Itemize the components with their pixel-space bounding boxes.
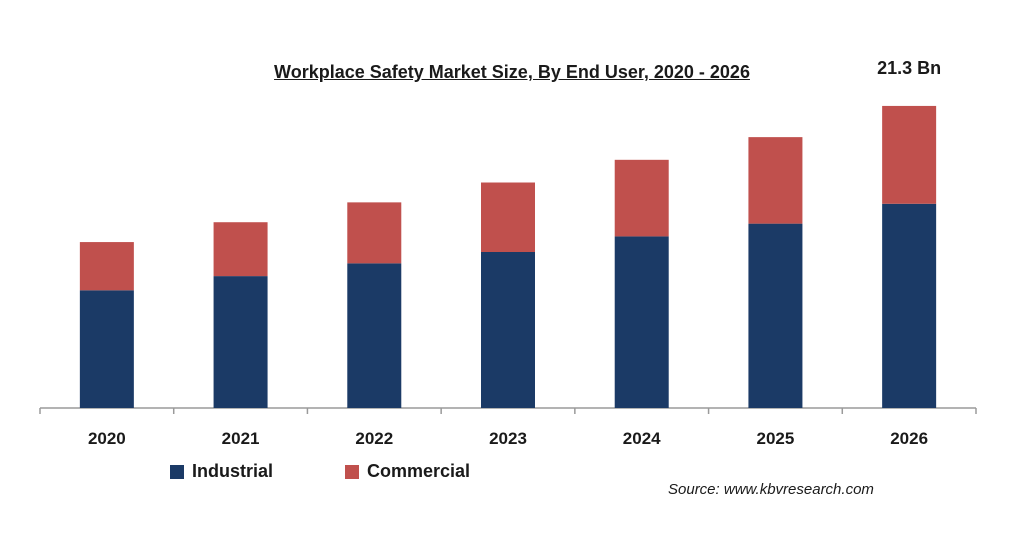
bar-industrial-2026: [882, 203, 937, 408]
chart-title-text: Workplace Safety Market Size, By End Use…: [274, 62, 750, 82]
x-tick-label-2026: 2026: [890, 429, 928, 448]
x-tick-label-2025: 2025: [757, 429, 795, 448]
legend-label-commercial: Commercial: [367, 461, 471, 481]
bar-industrial-2022: [347, 263, 402, 408]
bar-industrial-2021: [213, 276, 268, 408]
x-tick-label-2021: 2021: [222, 429, 260, 448]
bar-commercial-2023: [481, 182, 535, 252]
legend-swatch-industrial: [170, 464, 184, 479]
bar-industrial-2020: [79, 290, 134, 408]
legend-item-industrial: Industrial: [170, 461, 273, 482]
legend-label-industrial: Industrial: [192, 461, 274, 481]
x-tick-label-2023: 2023: [489, 429, 527, 448]
bar-commercial-2022: [347, 202, 402, 264]
source-note: Source: www.kbvresearch.com: [668, 481, 874, 498]
bar-commercial-2020: [79, 242, 134, 291]
bar-commercial-2026: [882, 105, 937, 204]
x-tick-label-2024: 2024: [623, 429, 661, 448]
legend: Industrial Commercial: [170, 461, 470, 482]
chart-title: Workplace Safety Market Size, By End Use…: [0, 62, 1024, 83]
bar-commercial-2024: [614, 159, 669, 237]
bar-industrial-2023: [481, 252, 535, 408]
bar-commercial-2021: [213, 222, 268, 277]
bar-industrial-2024: [614, 236, 669, 408]
x-tick-label-2022: 2022: [355, 429, 393, 448]
bar-commercial-2025: [748, 137, 803, 224]
legend-item-commercial: Commercial: [345, 461, 470, 482]
bar-industrial-2025: [748, 223, 803, 408]
total-value-label: 21.3 Bn: [877, 58, 941, 78]
x-tick-label-2020: 2020: [88, 429, 126, 448]
legend-swatch-commercial: [345, 464, 360, 479]
